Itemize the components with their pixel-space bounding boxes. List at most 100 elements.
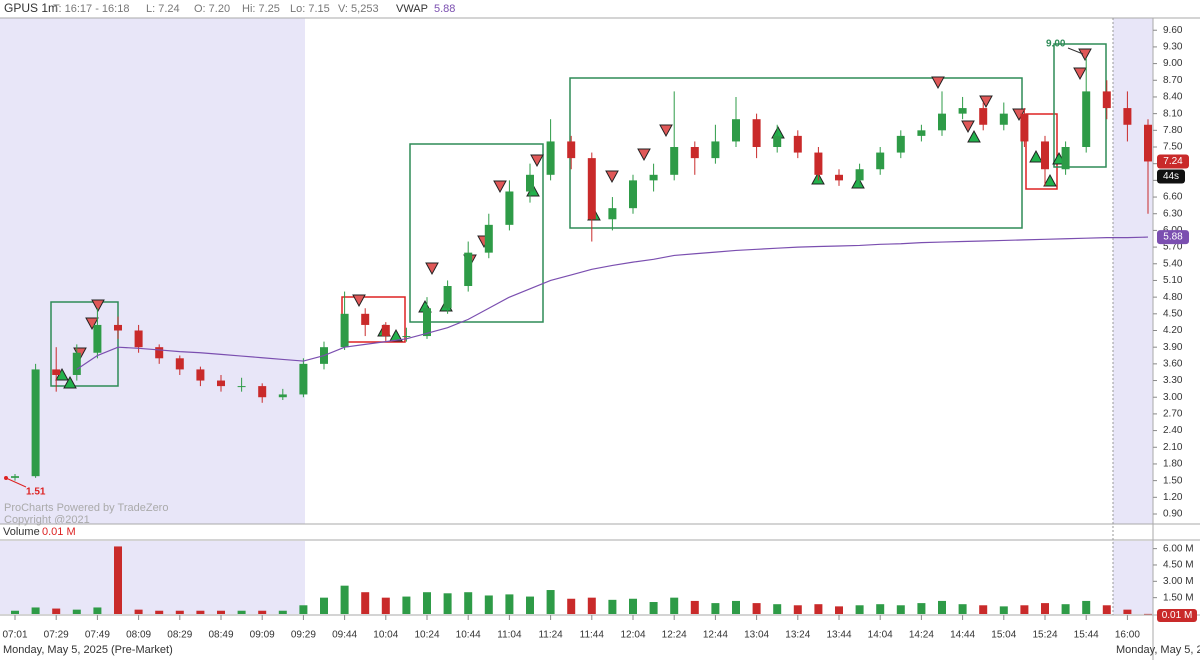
y-tick-label: 3.60 — [1163, 358, 1183, 369]
volume-last: 0.01 M — [42, 526, 76, 538]
volume-bar — [587, 597, 596, 614]
y-tick-label: 1.20 — [1163, 492, 1183, 503]
vwap-line — [76, 236, 1149, 370]
premarket-shade — [0, 18, 305, 524]
y-tick-label: 5.40 — [1163, 258, 1183, 269]
volume-bar — [629, 598, 637, 614]
x-tick-label: 10:04 — [373, 630, 398, 641]
y-tick-label: 5.10 — [1163, 275, 1183, 286]
x-tick-label: 08:09 — [126, 630, 151, 641]
afterhours-shade — [1113, 541, 1153, 614]
info-high: Hi: 7.25 — [242, 3, 280, 15]
candle-body — [381, 324, 390, 337]
volume-bar — [258, 610, 267, 614]
volume-bar — [1041, 603, 1049, 614]
candle-body — [340, 313, 349, 348]
x-tick-label: 13:04 — [744, 630, 769, 641]
candle-body — [114, 324, 122, 331]
x-tick-label: 15:04 — [991, 630, 1016, 641]
x-tick-label: 08:29 — [167, 630, 192, 641]
volume-bar — [134, 609, 143, 614]
volume-bar — [690, 600, 699, 614]
y-tick-label: 9.30 — [1163, 42, 1183, 53]
candle-body — [31, 369, 40, 477]
candle-body — [546, 141, 555, 175]
candle-body — [196, 369, 205, 381]
vwap-tag-bg — [1157, 230, 1189, 245]
candle-body — [361, 313, 370, 325]
info-last: L: 7.24 — [146, 3, 180, 15]
y-tick-label: 0.90 — [1163, 509, 1183, 520]
x-tick-label: 10:24 — [414, 630, 439, 641]
volume-bar — [464, 592, 473, 614]
candle-body — [1082, 91, 1091, 148]
volume-bar — [196, 610, 205, 614]
low-annotation: 1.51 — [26, 487, 46, 498]
y-tick-label: 8.70 — [1163, 75, 1183, 86]
volume-bar — [958, 604, 967, 614]
y-tick-label: 3.30 — [1163, 375, 1183, 386]
info-vwap-value: 5.88 — [434, 3, 455, 15]
volume-bar — [175, 610, 184, 614]
volume-bar — [732, 600, 740, 614]
volume-bar — [793, 605, 802, 614]
candle-body — [1144, 124, 1152, 162]
candle-body — [484, 224, 493, 253]
volume-bar — [237, 610, 246, 614]
candle-body — [1123, 108, 1132, 125]
x-tick-label: 15:44 — [1074, 630, 1099, 641]
y2-tick-label: 6.00 M — [1163, 543, 1194, 554]
volume-title: Volume — [3, 526, 40, 538]
candle-body — [711, 141, 720, 159]
candle-body — [896, 135, 905, 153]
afterhours-shade — [1113, 18, 1153, 524]
volume-bar — [855, 605, 864, 614]
volume-bar — [835, 606, 843, 614]
candle-body — [732, 119, 740, 142]
volume-bar — [608, 599, 617, 614]
y-tick-label: 2.40 — [1163, 425, 1183, 436]
y-tick-label: 3.00 — [1163, 392, 1183, 403]
candle-body — [1020, 113, 1029, 142]
candle-body — [855, 169, 864, 181]
volume-bar — [484, 595, 493, 614]
volume-bar — [814, 604, 823, 614]
volume-bar — [567, 598, 576, 614]
candle-body — [876, 152, 885, 170]
y-tick-label: 4.50 — [1163, 308, 1183, 319]
x-tick-label: 10:44 — [456, 630, 481, 641]
candle-body — [979, 108, 988, 125]
candle-body — [217, 380, 225, 387]
volume-bar — [999, 606, 1008, 614]
y-tick-label: 5.70 — [1163, 242, 1183, 253]
info-open: O: 7.20 — [194, 3, 230, 15]
volume-bar — [1082, 600, 1091, 614]
volume-bar — [381, 597, 390, 614]
price-tag-bg — [1157, 154, 1189, 169]
candle-body — [835, 174, 843, 181]
y-tick-label: 9.00 — [1163, 58, 1183, 69]
y-tick-label: 8.40 — [1163, 92, 1183, 103]
candle-body — [608, 208, 617, 220]
volume-bar — [526, 596, 534, 614]
annotation-dot — [4, 476, 8, 480]
volume-bar — [361, 592, 370, 614]
candle-body — [1061, 147, 1070, 170]
volume-bar — [72, 609, 81, 614]
timer-tag: 44s — [1163, 171, 1179, 182]
volume-bar — [217, 610, 225, 614]
y-tick-label: 9.60 — [1163, 25, 1183, 36]
volume-bar — [876, 604, 885, 614]
symbol: GPUS 1m — [4, 1, 58, 15]
volume-bar — [11, 610, 19, 614]
x-tick-label: 13:44 — [826, 630, 851, 641]
timer-tag-bg — [1157, 169, 1185, 184]
candle-body — [237, 386, 246, 388]
x-tick-label: 12:04 — [620, 630, 645, 641]
y-tick-label: 6.60 — [1163, 192, 1183, 203]
y-tick-label: 8.10 — [1163, 108, 1183, 119]
date-label: Monday, May 5, 20 — [1116, 644, 1200, 656]
y-tick-label: 7.50 — [1163, 142, 1183, 153]
volume-bar — [1144, 613, 1152, 615]
candle-body — [423, 308, 431, 337]
